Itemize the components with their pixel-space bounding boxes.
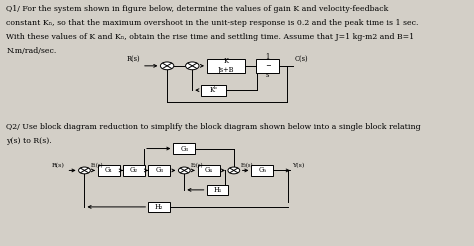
Text: Q2/ Use block diagram reduction to simplify the block diagram shown below into a: Q2/ Use block diagram reduction to simpl… bbox=[7, 123, 421, 131]
Circle shape bbox=[178, 167, 190, 174]
FancyBboxPatch shape bbox=[98, 165, 120, 176]
Text: G₁: G₁ bbox=[105, 167, 113, 174]
Text: C(s): C(s) bbox=[295, 55, 309, 63]
Text: E₃(s): E₃(s) bbox=[240, 163, 253, 168]
FancyBboxPatch shape bbox=[198, 165, 219, 176]
Circle shape bbox=[228, 167, 240, 174]
Text: Kᵇ: Kᵇ bbox=[210, 86, 217, 94]
Circle shape bbox=[185, 62, 199, 70]
Text: G₃: G₃ bbox=[155, 167, 163, 174]
Text: R(s): R(s) bbox=[52, 163, 65, 168]
Text: K
Js+B: K Js+B bbox=[218, 57, 234, 75]
Text: With these values of K and Kₙ, obtain the rise time and settling time. Assume th: With these values of K and Kₙ, obtain th… bbox=[7, 33, 415, 41]
Text: H₂: H₂ bbox=[155, 203, 164, 211]
FancyBboxPatch shape bbox=[207, 59, 245, 73]
Text: G₅: G₅ bbox=[258, 167, 266, 174]
FancyBboxPatch shape bbox=[173, 143, 195, 154]
Text: constant Kₙ, so that the maximum overshoot in the unit-step response is 0.2 and : constant Kₙ, so that the maximum oversho… bbox=[7, 19, 419, 27]
Text: E₂(s): E₂(s) bbox=[191, 163, 204, 168]
Text: Y(s): Y(s) bbox=[292, 163, 304, 168]
Text: Q1/ For the system shown in figure below, determine the values of gain K and vel: Q1/ For the system shown in figure below… bbox=[7, 5, 389, 13]
Text: H₁: H₁ bbox=[213, 186, 222, 194]
Text: N.m/rad/sec.: N.m/rad/sec. bbox=[7, 47, 57, 55]
Circle shape bbox=[160, 62, 174, 70]
FancyBboxPatch shape bbox=[148, 165, 170, 176]
FancyBboxPatch shape bbox=[123, 165, 145, 176]
Text: y(s) to R(s).: y(s) to R(s). bbox=[7, 137, 52, 145]
Text: 1
─
s: 1 ─ s bbox=[265, 53, 270, 79]
FancyBboxPatch shape bbox=[207, 185, 228, 195]
FancyBboxPatch shape bbox=[148, 202, 170, 212]
Text: R(s): R(s) bbox=[126, 55, 140, 63]
Circle shape bbox=[79, 167, 91, 174]
Text: G₄: G₄ bbox=[205, 167, 213, 174]
FancyBboxPatch shape bbox=[251, 165, 273, 176]
Text: G₂: G₂ bbox=[130, 167, 138, 174]
FancyBboxPatch shape bbox=[201, 85, 226, 96]
Text: G₃: G₃ bbox=[180, 145, 188, 153]
FancyBboxPatch shape bbox=[256, 59, 279, 73]
Text: E₁(s): E₁(s) bbox=[91, 163, 104, 168]
